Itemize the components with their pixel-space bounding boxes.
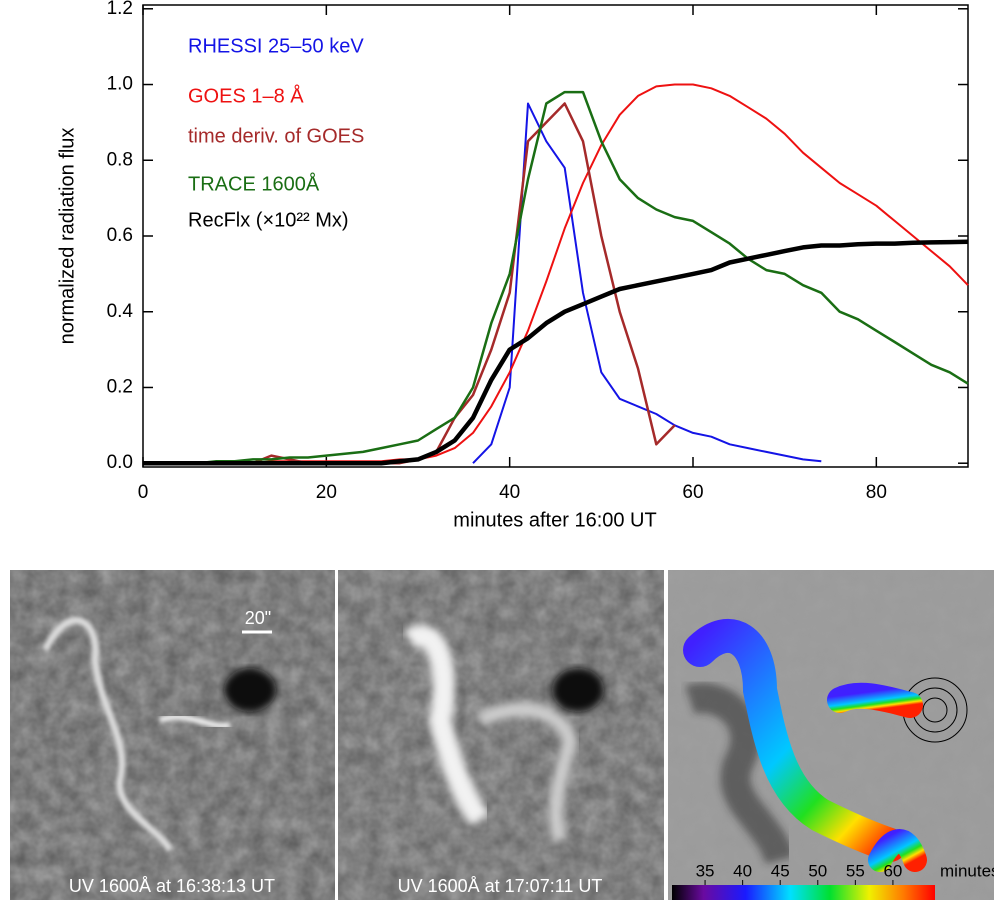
x-tick-label: 80 [866,482,887,503]
y-tick-label: 0.0 [107,452,133,473]
colorbar-tick-label: 50 [808,861,827,880]
colorbar-tick-label: 55 [846,861,865,880]
y-tick-label: 0.4 [107,301,134,322]
colorbar-label: minutes [940,861,994,880]
scale-bar-label: 20" [245,608,271,628]
y-tick-label: 1.2 [107,0,133,19]
legend-label: RHESSI 25–50 keV [188,35,364,57]
image-panel: 20" UV 1600Å at 16:38:13 UT [10,570,335,900]
image-panel: UV 1600Å at 17:07:11 UT [338,570,664,900]
y-tick-label: 0.2 [107,376,133,397]
x-tick-label: 40 [499,482,520,503]
series-line [143,239,969,466]
legend-label: GOES 1–8 Å [188,84,304,107]
x-tick-label: 60 [682,482,703,503]
plot-frame [142,4,969,468]
x-tick-label: 20 [316,482,337,503]
colorbar-tick-label: 40 [733,861,752,880]
x-tick-label: 0 [138,482,149,503]
colorbar [672,885,935,900]
y-tick-label: 1.0 [107,74,133,95]
legend-label: TRACE 1600Å [188,172,320,195]
y-axis-label: normalized radiation flux [56,128,78,345]
legend-label: time deriv. of GOES [188,125,364,147]
panel-caption: UV 1600Å at 16:38:13 UT [69,876,275,896]
y-tick-label: 0.6 [107,225,133,246]
colorbar-tick-label: 35 [696,861,715,880]
colorbar-tick-label: 60 [883,861,902,880]
y-tick-label: 0.8 [107,149,133,170]
x-axis-label: minutes after 16:00 UT [453,509,656,531]
panel-caption: UV 1600Å at 17:07:11 UT [398,876,603,896]
series-line [143,90,969,465]
colorbar-tick-label: 45 [771,861,790,880]
legend-label: RecFlx (×10²² Mx) [188,209,349,231]
image-panel: minutes [668,570,994,900]
